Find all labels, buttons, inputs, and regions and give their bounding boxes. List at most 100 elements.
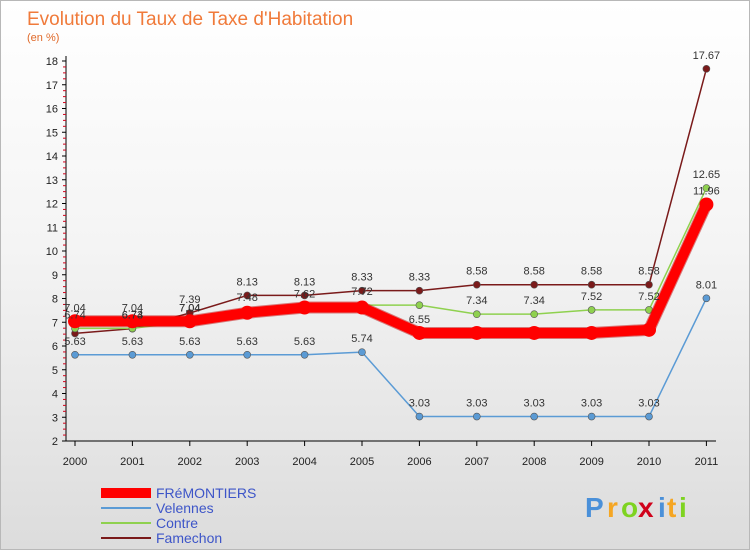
y-tick-label: 10 [46, 246, 58, 258]
y-tick-label: 16 [46, 104, 58, 116]
data-label-2: 7.52 [638, 291, 659, 303]
data-label-1: 8.01 [696, 279, 717, 291]
series-point-1 [415, 412, 424, 421]
data-label-3: 8.33 [409, 272, 430, 284]
data-label-3: 8.13 [236, 276, 257, 288]
data-label-2: 6.74 [64, 309, 85, 321]
brand-letter: i [658, 492, 667, 523]
x-tick-label: 2008 [522, 456, 546, 468]
data-label-3: 8.58 [466, 266, 487, 278]
series-point-2 [587, 306, 596, 314]
data-label-1: 5.63 [236, 336, 257, 348]
series-point-1 [472, 412, 481, 421]
data-label-0: 7.04 [64, 302, 85, 314]
data-label-3: 17.67 [693, 50, 721, 62]
data-label-2: 12.65 [693, 169, 721, 181]
series-point-0 [699, 197, 714, 212]
legend-label-0: FRéMONTIERS [156, 485, 256, 501]
series-line-3 [74, 68, 708, 335]
series-point-0 [469, 325, 484, 340]
data-label-1: 3.03 [638, 398, 659, 410]
series-line-1 [75, 297, 708, 418]
data-label-1: 3.03 [466, 398, 487, 410]
y-tick-label: 18 [46, 56, 58, 68]
y-tick-label: 11 [47, 222, 58, 234]
data-label-2: 7.72 [351, 286, 372, 298]
series-point-1 [71, 350, 79, 359]
series-point-3 [702, 65, 711, 73]
series-point-1 [645, 412, 653, 421]
series-point-1 [186, 350, 194, 359]
brand-letter: i [679, 492, 688, 523]
data-labels: 7.04 7.04 7.04 6.55 11.96 5.63 5.63 5.63 5.63 5.6… [64, 50, 720, 410]
brand-letter: P [585, 492, 605, 523]
series-point-0 [412, 325, 427, 340]
data-label-2: 6.74 [122, 309, 143, 321]
brand-letter: o [621, 492, 639, 523]
y-tick-label: 9 [52, 270, 58, 282]
series-point-2 [472, 310, 481, 318]
data-label-0: 6.55 [409, 314, 430, 326]
data-label-0: 7.04 [122, 302, 143, 314]
y-tick-label: 15 [46, 127, 58, 139]
x-tick-label: 2009 [579, 456, 603, 468]
y-tick-label: 14 [46, 151, 58, 163]
series-point-2 [530, 310, 539, 318]
brand-letter: x [638, 492, 655, 523]
data-label-1: 5.63 [122, 336, 143, 348]
axes: 2 3 4 5 6 7 8 9 10 11 12 13 14 15 16 17 18 2000 2001 2002 20… [46, 56, 718, 468]
series-point-3 [415, 286, 424, 295]
series-point-3 [300, 291, 309, 300]
series-point-0 [125, 314, 140, 329]
series-point-2 [415, 301, 424, 309]
y-tick-label: 3 [52, 412, 58, 424]
y-tick-label: 4 [52, 389, 58, 401]
x-tick-label: 2006 [407, 456, 431, 468]
chart-subtitle: (en %) [27, 32, 59, 44]
brand-letter: t [667, 492, 677, 523]
y-tick-label: 12 [46, 199, 58, 211]
series-point-3 [243, 291, 251, 300]
legend-label-2: Contre [156, 515, 198, 531]
x-tick-label: 2003 [235, 456, 259, 468]
data-label-2: 7.34 [466, 295, 487, 307]
data-label-3: 8.58 [638, 266, 659, 278]
series-layer [68, 65, 714, 421]
data-label-3: 8.13 [294, 276, 315, 288]
series-point-3 [645, 280, 653, 289]
series-point-0 [584, 325, 599, 340]
series-point-1 [702, 294, 711, 303]
y-tick-label: 2 [52, 436, 58, 448]
x-tick-label: 2001 [120, 456, 144, 468]
data-label-3: 8.58 [581, 266, 602, 278]
series-point-0 [240, 305, 255, 320]
series-point-0 [68, 314, 82, 329]
x-tick-label: 2002 [178, 456, 202, 468]
data-label-0: 7.04 [179, 302, 200, 314]
data-label-0: 11.96 [693, 185, 720, 197]
data-label-1: 5.63 [294, 336, 315, 348]
x-tick-label: 2005 [350, 456, 374, 468]
legend-label-3: Famechon [156, 530, 222, 546]
data-label-2: 7.34 [523, 295, 544, 307]
chart-title: Evolution du Taux de Taxe d'Habitation [27, 9, 353, 30]
x-tick-label: 2011 [695, 456, 719, 468]
data-label-1: 5.63 [179, 336, 200, 348]
data-label-3: 7.39 [179, 294, 200, 306]
series-point-1 [530, 412, 539, 421]
series-line-shadow [75, 201, 712, 339]
data-label-2: 7.48 [236, 292, 257, 304]
data-label-1: 5.74 [351, 333, 372, 345]
data-label-2: 7.62 [294, 289, 315, 301]
series-point-0 [355, 300, 369, 315]
brand-letter: r [607, 492, 619, 523]
y-tick-label: 5 [52, 365, 58, 377]
data-label-3: 8.58 [523, 266, 544, 278]
series-point-1 [300, 350, 309, 359]
x-tick-label: 2000 [63, 456, 87, 468]
series-point-2 [702, 184, 711, 192]
legend-label-1: Velennes [156, 500, 214, 516]
